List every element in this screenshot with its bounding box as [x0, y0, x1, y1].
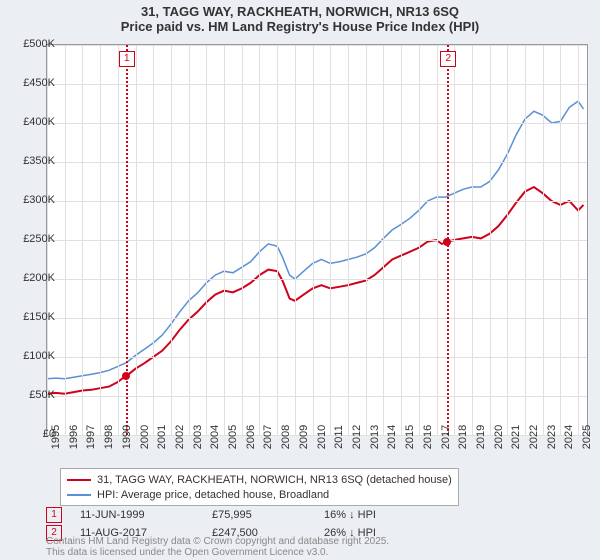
- x-axis-tick-label: 1999: [121, 425, 133, 449]
- footer-line-2: This data is licensed under the Open Gov…: [46, 547, 389, 558]
- x-axis-tick-label: 2010: [316, 425, 328, 449]
- sale-date: 11-JUN-1999: [80, 509, 210, 521]
- x-axis-tick-label: 2015: [404, 425, 416, 449]
- x-axis-tick-label: 2017: [440, 425, 452, 449]
- y-axis-tick-label: £500K: [5, 38, 55, 50]
- title-line-1: 31, TAGG WAY, RACKHEATH, NORWICH, NR13 6…: [0, 4, 600, 19]
- x-axis-tick-label: 2005: [227, 425, 239, 449]
- y-axis-tick-label: £300K: [5, 194, 55, 206]
- legend-swatch-icon: [67, 479, 91, 481]
- y-axis-tick-label: £400K: [5, 116, 55, 128]
- x-axis-tick-label: 2009: [298, 425, 310, 449]
- footer-line-1: Contains HM Land Registry data © Crown c…: [46, 536, 389, 547]
- legend: 31, TAGG WAY, RACKHEATH, NORWICH, NR13 6…: [60, 468, 459, 506]
- x-axis-tick-label: 2021: [510, 425, 522, 449]
- x-axis-tick-label: 1998: [103, 425, 115, 449]
- sale-marker-icon: 1: [46, 507, 62, 523]
- legend-label: 31, TAGG WAY, RACKHEATH, NORWICH, NR13 6…: [97, 474, 452, 486]
- x-axis-tick-label: 2019: [475, 425, 487, 449]
- sale-price: £75,995: [212, 509, 322, 521]
- x-axis-tick-label: 1995: [50, 425, 62, 449]
- legend-item-hpi: HPI: Average price, detached house, Broa…: [67, 487, 452, 502]
- sale-marker-plot-label: 1: [119, 51, 135, 67]
- y-axis-tick-label: £0: [5, 428, 55, 440]
- y-axis-tick-label: £350K: [5, 155, 55, 167]
- y-axis-tick-label: £450K: [5, 77, 55, 89]
- x-axis-tick-label: 2011: [333, 425, 345, 449]
- x-axis-tick-label: 2003: [192, 425, 204, 449]
- x-axis-tick-label: 2022: [528, 425, 540, 449]
- y-axis-tick-label: £100K: [5, 350, 55, 362]
- x-axis-tick-label: 2023: [546, 425, 558, 449]
- x-axis-tick-label: 2018: [457, 425, 469, 449]
- plot-area: 12: [46, 44, 588, 436]
- x-axis-tick-label: 2013: [369, 425, 381, 449]
- y-axis-tick-label: £200K: [5, 272, 55, 284]
- y-axis-tick-label: £50K: [5, 389, 55, 401]
- x-axis-tick-label: 2007: [262, 425, 274, 449]
- x-axis-tick-label: 2020: [493, 425, 505, 449]
- title-line-2: Price paid vs. HM Land Registry's House …: [0, 19, 600, 34]
- sale-delta: 16% ↓ HPI: [324, 509, 434, 521]
- x-axis-tick-label: 2004: [209, 425, 221, 449]
- sale-point-dot: [443, 238, 451, 246]
- x-axis-tick-label: 2008: [280, 425, 292, 449]
- x-axis-tick-label: 2001: [156, 425, 168, 449]
- legend-label: HPI: Average price, detached house, Broa…: [97, 489, 329, 501]
- chart-title: 31, TAGG WAY, RACKHEATH, NORWICH, NR13 6…: [0, 0, 600, 34]
- x-axis-tick-label: 2016: [422, 425, 434, 449]
- legend-item-price-paid: 31, TAGG WAY, RACKHEATH, NORWICH, NR13 6…: [67, 472, 452, 487]
- sale-point-dot: [122, 372, 130, 380]
- x-axis-tick-label: 2006: [245, 425, 257, 449]
- x-axis-tick-label: 2012: [351, 425, 363, 449]
- x-axis-tick-label: 2024: [563, 425, 575, 449]
- chart-container: 31, TAGG WAY, RACKHEATH, NORWICH, NR13 6…: [0, 0, 600, 560]
- x-axis-tick-label: 2002: [174, 425, 186, 449]
- y-axis-tick-label: £250K: [5, 233, 55, 245]
- x-axis-tick-label: 2025: [581, 425, 593, 449]
- x-axis-tick-label: 1997: [85, 425, 97, 449]
- sale-marker-plot-label: 2: [440, 51, 456, 67]
- y-axis-tick-label: £150K: [5, 311, 55, 323]
- x-axis-tick-label: 2014: [386, 425, 398, 449]
- x-axis-tick-label: 1996: [68, 425, 80, 449]
- x-axis-tick-label: 2000: [139, 425, 151, 449]
- footer: Contains HM Land Registry data © Crown c…: [46, 536, 389, 558]
- legend-swatch-icon: [67, 494, 91, 496]
- sale-row: 1 11-JUN-1999 £75,995 16% ↓ HPI: [46, 506, 434, 524]
